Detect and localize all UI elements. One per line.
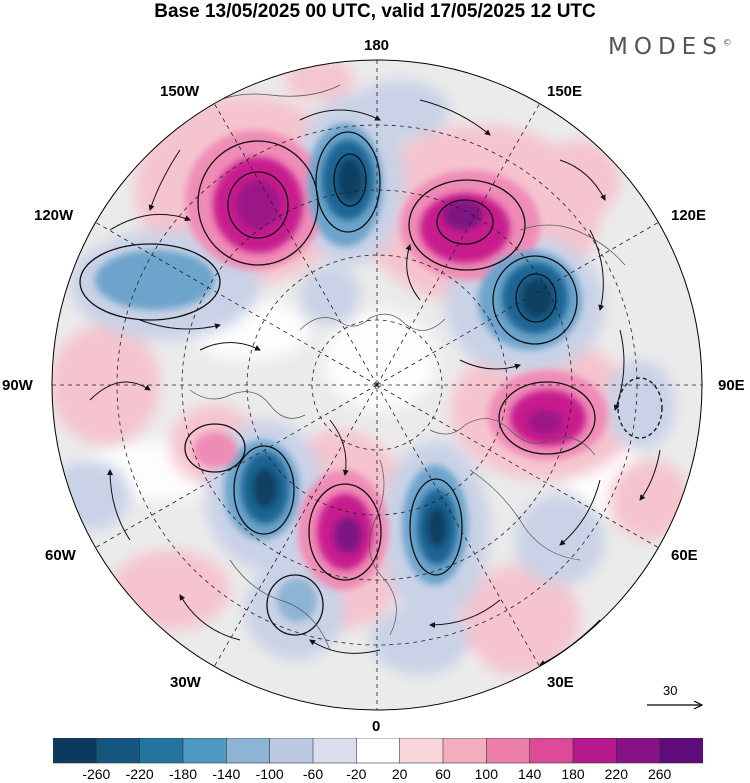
lon-label-30e: 30E	[547, 674, 574, 691]
colorbar-tick-label: 20	[391, 766, 408, 782]
lon-label-0: 0	[372, 718, 381, 735]
colorbar-swatch	[616, 738, 661, 764]
reference-vector-label: 30	[663, 683, 678, 698]
colorbar-tick-label: -140	[212, 766, 241, 782]
lon-label-120w: 120W	[34, 207, 74, 224]
colorbar-tick-label: -60	[302, 766, 324, 782]
lon-label-30w: 30W	[170, 674, 201, 691]
colorbar-tick-label: -20	[346, 766, 367, 782]
lon-label-120e: 120E	[671, 207, 707, 224]
colorbar-swatch	[572, 738, 618, 764]
colorbar-tick-label: -260	[82, 766, 111, 782]
graticule	[52, 60, 702, 710]
colorbar-swatch	[269, 738, 314, 764]
colorbar-tick-label: 60	[435, 766, 451, 782]
map-border	[51, 59, 703, 711]
colorbar-swatch	[659, 738, 703, 764]
colorbar	[53, 738, 703, 764]
colorbar-swatch	[312, 738, 358, 764]
lon-label-150w: 150W	[160, 83, 200, 100]
contours	[79, 131, 663, 636]
lon-label-150e: 150E	[547, 83, 583, 100]
colorbar-tick-label: 260	[647, 766, 672, 782]
colorbar-swatch	[399, 738, 444, 764]
colorbar-swatch	[53, 738, 98, 764]
reference-vector-arrow	[647, 700, 704, 710]
colorbar-tick-label: 100	[474, 766, 499, 782]
colorbar-tick-label: 140	[517, 766, 542, 782]
colorbar-tick-label: -100	[255, 766, 284, 782]
anomaly-core	[236, 158, 563, 553]
polar-map	[51, 59, 703, 711]
colorbar-tick-label: -220	[125, 766, 154, 782]
colorbar-swatch	[226, 738, 271, 764]
lon-label-180: 180	[364, 37, 390, 54]
modes-logo: MODES©	[608, 34, 732, 60]
colorbar-swatch	[442, 738, 488, 764]
lon-label-90w: 90W	[2, 377, 33, 394]
colorbar-swatch	[96, 738, 141, 764]
lon-label-90e: 90E	[718, 377, 745, 394]
colorbar-swatch	[486, 738, 531, 764]
lon-label-60w: 60W	[45, 547, 76, 564]
coastlines	[189, 84, 626, 651]
colorbar-swatch	[529, 738, 574, 764]
colorbar-tick-label: 220	[604, 766, 629, 782]
map-title: Base 13/05/2025 00 UTC, valid 17/05/2025…	[154, 1, 596, 22]
colorbar-swatch	[182, 738, 228, 764]
colorbar-swatch	[356, 738, 401, 764]
logo-text: MODES	[608, 34, 723, 60]
lon-label-60e: 60E	[671, 547, 698, 564]
streamlines	[89, 99, 661, 666]
colorbar-tick-label: 180	[561, 766, 585, 782]
colorbar-swatch	[139, 738, 184, 764]
logo-mark: ©	[722, 38, 732, 49]
colorbar-tick-label: -180	[168, 766, 198, 782]
